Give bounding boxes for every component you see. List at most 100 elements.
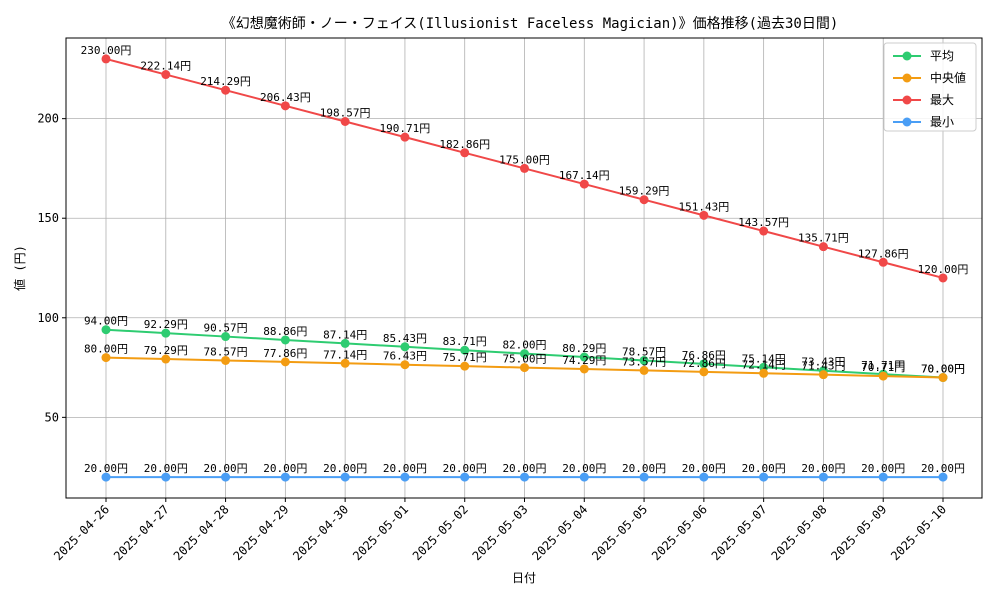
data-label: 20.00円: [443, 462, 487, 475]
data-label: 127.86円: [858, 247, 909, 260]
y-axis-ticks: 50 100 150 200: [37, 112, 66, 424]
data-label: 20.00円: [921, 462, 965, 475]
data-point: [579, 364, 589, 374]
data-point: [101, 325, 111, 335]
y-axis-label: 値 (円): [12, 245, 27, 291]
legend-label: 平均: [930, 49, 954, 63]
data-point: [818, 370, 828, 380]
legend-swatch-marker: [902, 117, 912, 127]
data-point: [699, 359, 709, 369]
chart-title: 《幻想魔術師・ノー・フェイス(Illusionist Faceless Magi…: [222, 16, 839, 32]
data-label: 71.43円: [801, 360, 845, 373]
data-point: [878, 371, 888, 381]
data-label: 167.14円: [559, 169, 610, 182]
data-point: [340, 358, 350, 368]
data-label: 92.29円: [144, 318, 188, 331]
data-point: [699, 367, 709, 377]
data-point: [520, 363, 529, 373]
data-point: [639, 472, 649, 482]
data-point: [460, 361, 470, 371]
data-point: [340, 116, 350, 126]
data-label: 78.57円: [622, 345, 666, 358]
data-label: 82.00円: [502, 339, 546, 352]
data-label: 151.43円: [678, 200, 729, 213]
data-label: 79.29円: [144, 344, 188, 357]
data-label: 80.29円: [562, 342, 606, 355]
data-point: [579, 179, 589, 189]
data-label: 20.00円: [742, 462, 786, 475]
data-point: [759, 226, 769, 236]
data-label: 75.00円: [502, 353, 546, 366]
data-label: 85.43円: [383, 332, 427, 345]
data-point: [639, 365, 649, 375]
y-tick-label: 100: [37, 311, 59, 325]
data-point: [280, 335, 290, 345]
data-label: 20.00円: [861, 462, 905, 475]
data-point: [101, 353, 111, 363]
data-point: [818, 242, 828, 252]
data-label: 77.14円: [323, 348, 367, 361]
data-label: 70.00円: [921, 363, 965, 376]
data-label: 222.14円: [140, 60, 191, 73]
data-label: 20.00円: [204, 462, 248, 475]
data-point: [280, 101, 290, 111]
data-label: 76.43円: [383, 350, 427, 363]
x-axis-label: 日付: [512, 571, 536, 585]
data-label: 71.71円: [861, 359, 905, 372]
data-label: 73.57円: [622, 355, 666, 368]
data-label: 214.29円: [200, 75, 251, 88]
data-point: [280, 472, 290, 482]
data-label: 20.00円: [323, 462, 367, 475]
legend-label: 中央値: [930, 70, 966, 85]
data-label: 94.00円: [84, 315, 128, 328]
data-label: 190.71円: [380, 122, 431, 135]
data-label: 90.57円: [204, 322, 248, 335]
data-point: [460, 148, 470, 158]
data-label: 143.57円: [738, 216, 789, 229]
data-point: [520, 349, 529, 359]
data-point: [280, 357, 290, 367]
data-label: 83.71円: [443, 335, 487, 348]
data-label: 20.00円: [144, 462, 188, 475]
data-point: [340, 472, 350, 482]
legend-swatch-marker: [902, 51, 912, 61]
grid-lines: [66, 38, 982, 498]
data-label: 198.57円: [320, 106, 371, 119]
data-point: [221, 332, 231, 342]
data-point: [878, 472, 888, 482]
data-point: [818, 472, 828, 482]
data-point: [400, 342, 410, 352]
data-label: 72.86円: [682, 357, 726, 370]
data-point: [579, 352, 589, 362]
data-point: [101, 54, 111, 64]
data-point: [759, 472, 769, 482]
data-point: [161, 354, 171, 364]
series-layer: [101, 54, 948, 482]
data-point: [161, 70, 171, 80]
data-label: 20.00円: [562, 462, 606, 475]
data-point: [639, 355, 649, 365]
data-label: 20.00円: [801, 462, 845, 475]
data-point: [639, 195, 649, 205]
data-point: [520, 163, 529, 173]
legend-swatch-marker: [902, 73, 912, 83]
data-point: [221, 355, 231, 365]
legend-label: 最小: [930, 115, 954, 129]
data-label: 75.71円: [443, 351, 487, 364]
legend-swatch-marker: [902, 95, 912, 105]
y-tick-label: 150: [37, 211, 59, 225]
data-label: 20.00円: [502, 462, 546, 475]
data-label: 73.43円: [801, 356, 845, 369]
data-point: [699, 210, 709, 220]
data-point: [699, 472, 709, 482]
data-point: [161, 328, 171, 338]
data-label: 70.00円: [921, 363, 965, 376]
data-point: [759, 368, 769, 378]
data-point: [938, 373, 948, 383]
data-point: [938, 472, 948, 482]
data-labels: 94.00円 92.29円 90.57円 88.86円 87.14円 85.43円 83.7…: [81, 44, 969, 475]
y-tick-label: 200: [37, 112, 59, 126]
data-label: 175.00円: [499, 153, 550, 166]
